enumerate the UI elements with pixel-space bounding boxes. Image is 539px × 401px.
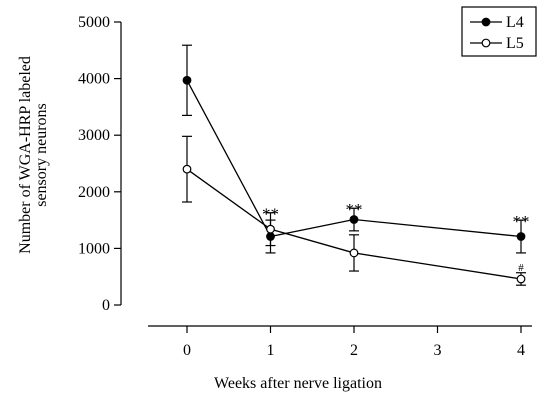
x-tick-label: 2 [350, 342, 358, 359]
legend-label-l5: L5 [506, 35, 524, 52]
y-tick-label: 0 [102, 297, 110, 314]
y-tick-label: 2000 [78, 184, 110, 201]
data-point-l4 [349, 215, 359, 224]
x-tick-label: 0 [183, 342, 191, 359]
legend-label-l4: L4 [506, 14, 524, 31]
data-point-l5 [266, 224, 275, 234]
series-line-l4 [186, 79, 522, 238]
series-l5 [182, 135, 526, 286]
y-tick-label: 5000 [78, 14, 110, 31]
annotation-layer: ** ** ** # [262, 200, 530, 274]
axes-group: 0 1000 2000 3000 4000 5000 0 1 2 3 4 [78, 14, 532, 359]
legend-box [461, 6, 537, 57]
y-tick-label: 1000 [78, 240, 110, 257]
x-tick-label: 4 [517, 342, 525, 359]
data-point-l5 [349, 248, 359, 258]
x-axis-label: Weeks after nerve ligation [214, 375, 382, 392]
significance-stars: ** [346, 200, 363, 219]
data-point-l4 [182, 75, 192, 85]
y-axis-label-line-2: sensory neurons [33, 103, 50, 207]
x-tick-label: 1 [267, 342, 275, 359]
legend-marker-l4 [481, 17, 491, 27]
data-point-l4 [516, 232, 526, 241]
significance-hash: # [518, 262, 524, 274]
series-layer [182, 44, 526, 286]
data-point-l5 [182, 164, 192, 174]
y-tick-label: 4000 [78, 71, 110, 88]
x-tick-label: 3 [434, 342, 442, 359]
legend-marker-l5 [481, 38, 491, 48]
significance-stars: ** [513, 212, 530, 231]
y-tick-label: 3000 [78, 127, 110, 144]
significance-stars: ** [262, 205, 279, 224]
series-line-l5 [186, 168, 522, 280]
data-point-l5 [516, 274, 526, 284]
y-axis-label-line-1: Number of WGA-HRP labeled [17, 56, 34, 254]
series-l4 [182, 44, 526, 254]
